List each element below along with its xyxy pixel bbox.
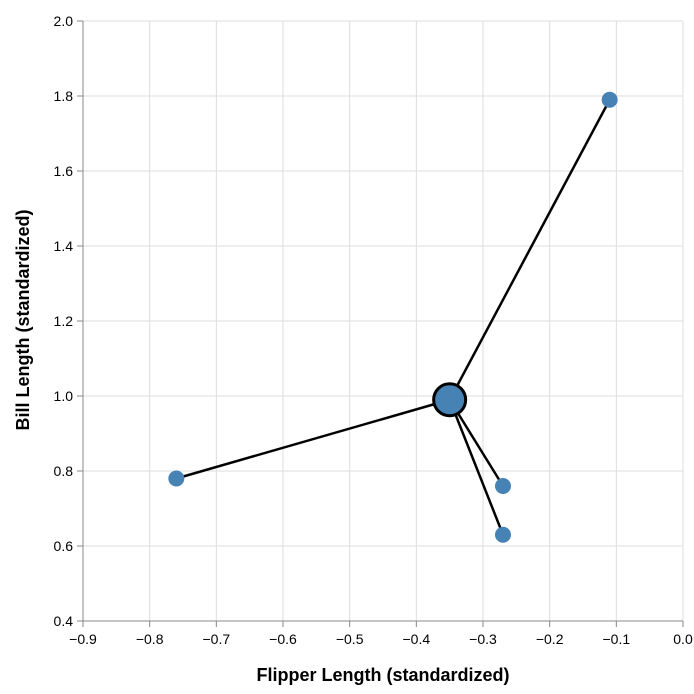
- edge-line: [175, 398, 451, 480]
- data-point: [601, 91, 618, 108]
- edge-line: [448, 399, 505, 536]
- edge-line: [448, 99, 611, 401]
- data-point: [495, 478, 511, 494]
- x-axis-title: Flipper Length (standardized): [256, 665, 509, 685]
- x-tick-label: −0.3: [469, 631, 497, 647]
- grid: [82, 20, 684, 622]
- x-tick-label: −0.2: [536, 631, 564, 647]
- y-tick-label: 0.4: [54, 613, 74, 629]
- center-point: [432, 382, 468, 418]
- x-tick-label: −0.5: [336, 631, 364, 647]
- y-tick-label: 0.6: [54, 538, 74, 554]
- x-tick-label: −0.7: [203, 631, 231, 647]
- axes: −0.9 −0.8 −0.7 −0.6 −0.5 −0.4 −0.3 −0.2 −0.1 0.0 0…: [54, 13, 693, 647]
- data-point: [168, 470, 185, 487]
- x-tick-label: −0.4: [403, 631, 431, 647]
- x-tick-label: −0.1: [603, 631, 631, 647]
- x-tick-label: −0.9: [69, 631, 97, 647]
- y-tick-label: 0.8: [54, 463, 74, 479]
- x-tick-label: −0.6: [269, 631, 297, 647]
- x-tick-label: −0.8: [136, 631, 164, 647]
- y-tick-label: 1.0: [54, 388, 74, 404]
- y-axis-title: Bill Length (standardized): [13, 209, 33, 430]
- y-tick-label: 2.0: [54, 13, 74, 29]
- y-tick-label: 1.6: [54, 163, 74, 179]
- x-tick-label: 0.0: [673, 631, 693, 647]
- y-tick-label: 1.4: [54, 238, 74, 254]
- y-tick-label: 1.2: [54, 313, 74, 329]
- points: [168, 91, 618, 543]
- edges: [175, 99, 611, 536]
- data-point: [495, 526, 511, 543]
- y-tick-label: 1.8: [54, 88, 74, 104]
